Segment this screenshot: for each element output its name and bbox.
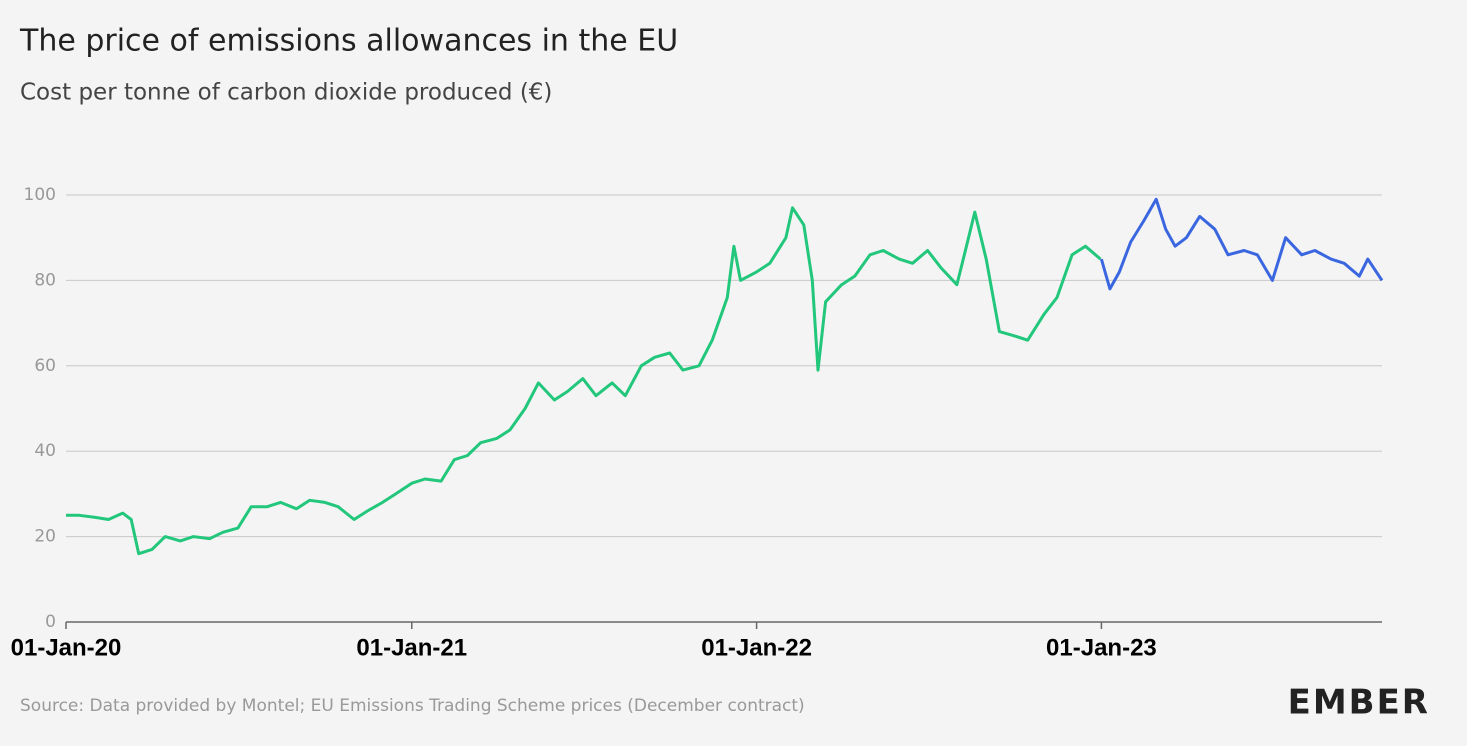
- chart-title: The price of emissions allowances in the…: [19, 24, 678, 59]
- y-tick-label: 20: [34, 527, 56, 547]
- logo: EMBER: [1288, 683, 1430, 723]
- source-note: Source: Data provided by Montel; EU Emis…: [20, 696, 805, 716]
- y-tick-label: 0: [45, 612, 56, 632]
- y-tick-label: 100: [24, 185, 56, 205]
- y-tick-label: 60: [34, 356, 56, 376]
- x-tick-label: 01-Jan-20: [11, 634, 122, 661]
- price-line: [1099, 197, 1384, 291]
- price-line: [66, 206, 1102, 556]
- y-tick-label: 40: [34, 441, 56, 461]
- chart-subtitle: Cost per tonne of carbon dioxide produce…: [20, 80, 552, 106]
- x-tick-label: 01-Jan-21: [356, 634, 467, 661]
- y-tick-label: 80: [34, 270, 56, 290]
- x-tick-label: 01-Jan-22: [701, 634, 812, 661]
- x-tick-label: 01-Jan-23: [1046, 634, 1157, 661]
